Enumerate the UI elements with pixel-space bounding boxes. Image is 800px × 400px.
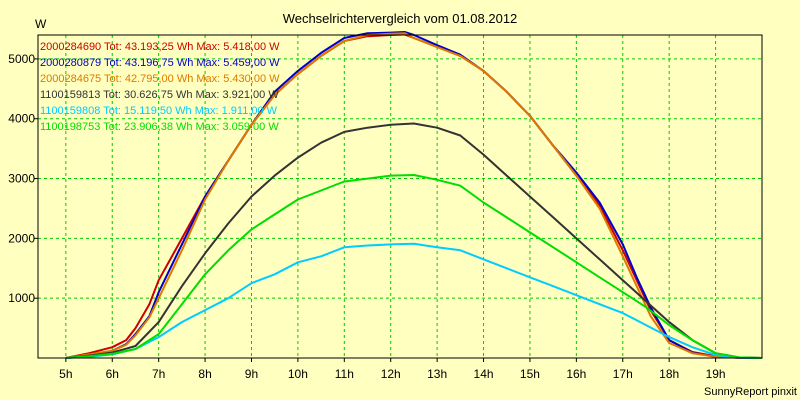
y-axis-ticks: 1000 2000 3000 4000 5000 (8, 52, 38, 305)
legend-entry-1: 2000284690 Tot: 43.193,25 Wh Max: 5.418,… (40, 41, 280, 53)
x-tick-label: 7h (152, 367, 165, 381)
series-line-1 (65, 33, 763, 359)
series-lines (65, 31, 763, 359)
series-line-6 (65, 174, 763, 359)
y-axis-label: W (35, 17, 47, 31)
x-tick-label: 18h (659, 367, 679, 381)
x-tick-label: 12h (381, 367, 401, 381)
x-tick-label: 8h (198, 367, 211, 381)
legend-entry-2: 2000280879 Tot: 43.196,75 Wh Max: 5.459,… (40, 57, 280, 69)
y-tick-label: 3000 (8, 172, 35, 186)
plot-area-frame (37, 34, 763, 359)
series-line-5 (65, 242, 763, 359)
x-tick-label: 17h (613, 367, 633, 381)
legend-entry-6: 1100198753 Tot: 23.906,38 Wh Max: 3.059,… (40, 121, 279, 133)
legend-entry-3: 2000284675 Tot: 42.795,00 Wh Max: 5.430,… (40, 73, 280, 85)
y-tick-label: 1000 (8, 291, 35, 305)
x-tick-label: 13h (427, 367, 447, 381)
legend-entry-4: 1100159813 Tot: 30.626,75 Wh Max: 3.921,… (40, 89, 279, 101)
x-tick-label: 10h (288, 367, 308, 381)
y-tick-label: 4000 (8, 112, 35, 126)
legend-entry-5: 1100159808 Tot: 15.119,50 Wh Max: 1.911,… (40, 105, 278, 117)
x-tick-label: 16h (566, 367, 586, 381)
x-tick-label: 19h (706, 367, 726, 381)
y-tick-label: 5000 (8, 52, 35, 66)
series-line-4 (65, 122, 763, 359)
x-tick-label: 5h (59, 367, 72, 381)
footer-credit: SunnyReport pinxit (704, 386, 797, 398)
legend: 2000284690 Tot: 43.193,25 Wh Max: 5.418,… (40, 41, 280, 133)
x-tick-label: 15h (520, 367, 540, 381)
x-tick-label: 9h (245, 367, 258, 381)
chart-title: Wechselrichtervergleich vom 01.08.2012 (283, 11, 518, 26)
x-tick-label: 14h (474, 367, 494, 381)
series-line-2 (65, 31, 763, 359)
x-tick-label: 6h (106, 367, 119, 381)
x-axis-ticks: 5h 6h 7h 8h 9h 10h 11h 12h 13h 14h 15h 16h 17h 18h 19h (59, 358, 726, 381)
y-tick-label: 2000 (8, 231, 35, 245)
x-tick-label: 11h (335, 367, 354, 381)
